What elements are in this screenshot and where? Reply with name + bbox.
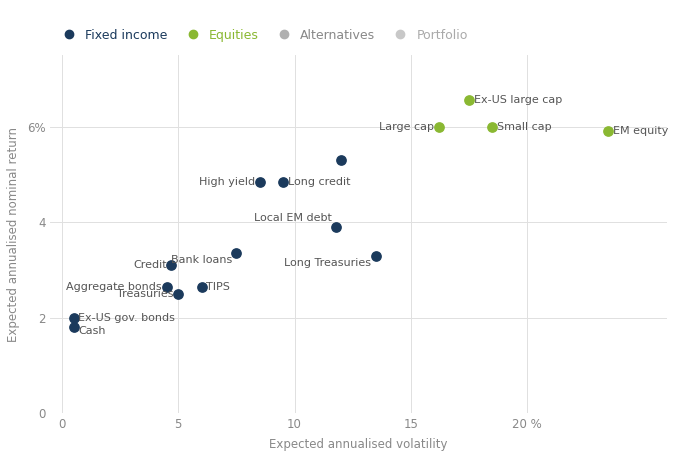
Text: Cash: Cash bbox=[79, 326, 106, 336]
Text: Bank loans: Bank loans bbox=[171, 256, 232, 265]
Legend: Fixed income, Equities, Alternatives, Portfolio: Fixed income, Equities, Alternatives, Po… bbox=[57, 28, 468, 42]
Point bbox=[277, 178, 288, 185]
Point bbox=[166, 262, 177, 269]
Text: Ex-US large cap: Ex-US large cap bbox=[473, 95, 562, 105]
X-axis label: Expected annualised volatility: Expected annualised volatility bbox=[269, 438, 448, 451]
Text: Credit: Credit bbox=[133, 260, 167, 270]
Point bbox=[487, 123, 498, 130]
Text: Treasuries: Treasuries bbox=[117, 289, 173, 299]
Point bbox=[370, 252, 381, 259]
Text: Large cap: Large cap bbox=[379, 122, 434, 131]
Text: High yield: High yield bbox=[199, 176, 255, 186]
Text: Local EM debt: Local EM debt bbox=[254, 213, 332, 224]
Point bbox=[196, 283, 207, 290]
Point bbox=[231, 250, 242, 257]
Point bbox=[254, 178, 265, 185]
Point bbox=[433, 123, 444, 130]
Text: Long credit: Long credit bbox=[288, 176, 350, 186]
Text: Small cap: Small cap bbox=[497, 122, 551, 131]
Point bbox=[68, 324, 79, 331]
Point bbox=[173, 290, 184, 298]
Text: Ex-US gov. bonds: Ex-US gov. bonds bbox=[79, 313, 175, 323]
Text: TIPS: TIPS bbox=[206, 282, 230, 292]
Point bbox=[603, 128, 614, 135]
Point bbox=[335, 156, 346, 164]
Point bbox=[161, 283, 172, 290]
Text: Long Treasuries: Long Treasuries bbox=[284, 258, 372, 268]
Point bbox=[464, 97, 475, 104]
Point bbox=[68, 314, 79, 322]
Y-axis label: Expected annualised nominal return: Expected annualised nominal return bbox=[7, 126, 20, 342]
Text: Aggregate bonds: Aggregate bonds bbox=[66, 282, 162, 292]
Text: EM equity: EM equity bbox=[613, 126, 669, 136]
Point bbox=[331, 224, 342, 231]
